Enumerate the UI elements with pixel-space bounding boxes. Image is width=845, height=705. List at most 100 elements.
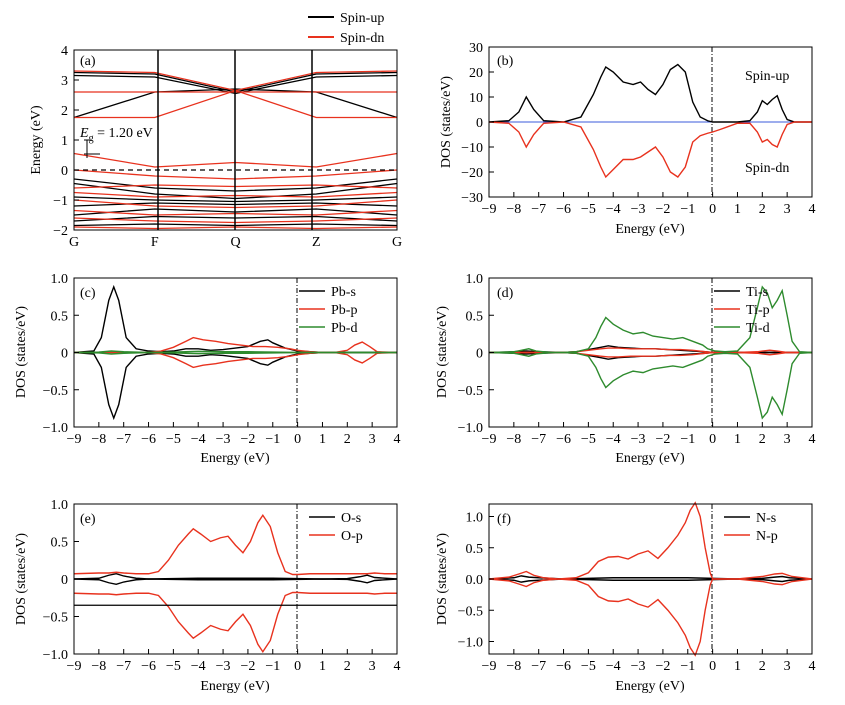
panel-f-curves <box>488 501 813 657</box>
d-ytick-label-2: 0 <box>476 347 483 362</box>
f-xtick-label-11: 2 <box>759 659 766 674</box>
kpoint-label-3: Z <box>312 235 321 250</box>
bandgap-label: Eg = 1.20 eV <box>79 126 153 144</box>
series-c-pb-p-down <box>74 351 398 369</box>
d-xtick-label-12: 3 <box>784 432 791 447</box>
panel-d: (d) Ti-s Ti-p Ti-d DOS (states/eV) Energy … <box>435 272 816 466</box>
panel-b-spin-dn-label: Spin-dn <box>745 161 789 176</box>
b-xtick-label-8: −1 <box>680 202 695 217</box>
panel-b-curves <box>488 63 812 179</box>
f-xtick-label-7: −2 <box>655 659 670 674</box>
panel-a-label: (a) <box>80 54 96 69</box>
b-ytick-label-3: 0 <box>476 116 483 131</box>
series-f-n-s-down <box>488 578 813 583</box>
top-legend: Spin-up Spin-dn <box>308 11 384 46</box>
series-d-ti-d-down <box>488 351 813 420</box>
panel-c-label: (c) <box>80 286 96 301</box>
c-xtick-label-1: −8 <box>91 432 106 447</box>
panel-a-ylabel: Energy (eV) <box>29 105 44 175</box>
d-xtick-label-7: −2 <box>655 432 670 447</box>
a-ytick-label-6: 4 <box>61 44 68 59</box>
c-xtick-label-12: 3 <box>369 432 376 447</box>
legend-label-spin-dn: Spin-dn <box>340 31 384 46</box>
series-f-n-s-up <box>488 575 813 580</box>
panel-d-xlabel: Energy (eV) <box>615 451 685 466</box>
d-xtick-label-0: −9 <box>482 432 497 447</box>
b-ytick-label-5: 20 <box>469 66 483 81</box>
e-xtick-label-7: −2 <box>240 659 255 674</box>
b-ytick-label-4: 10 <box>469 91 483 106</box>
panel-e-ylabel: DOS (states/eV) <box>14 533 29 625</box>
b-xtick-label-1: −8 <box>506 202 521 217</box>
f-xtick-label-3: −6 <box>556 659 571 674</box>
f-xtick-label-10: 1 <box>734 659 741 674</box>
panel-d-ylabel: DOS (states/eV) <box>435 306 450 398</box>
e-xtick-label-10: 1 <box>319 659 326 674</box>
b-ytick-label-1: −20 <box>461 166 483 181</box>
b-xtick-label-7: −2 <box>655 202 670 217</box>
f-xtick-label-12: 3 <box>784 659 791 674</box>
kpoint-label-2: Q <box>230 235 240 250</box>
panel-e-xlabel: Energy (eV) <box>200 679 270 694</box>
f-xtick-label-9: 0 <box>709 659 716 674</box>
a-ytick-label-2: 0 <box>61 164 68 179</box>
panel-f-legend: N-s N-p <box>724 511 778 544</box>
panel-b-spin-up-label: Spin-up <box>745 69 789 84</box>
legend-label-d-1: Ti-p <box>746 303 770 318</box>
panel-c-xlabel: Energy (eV) <box>200 451 270 466</box>
e-xtick-label-6: −3 <box>216 659 231 674</box>
b-xtick-label-10: 1 <box>734 202 741 217</box>
series-c-pb-p-up <box>74 336 398 354</box>
b-xtick-label-6: −3 <box>631 202 646 217</box>
a-ytick-label-0: −2 <box>53 224 68 239</box>
legend-label-d-2: Ti-d <box>746 321 770 336</box>
c-ytick-label-0: −1.0 <box>43 421 68 436</box>
a-ytick-label-1: −1 <box>53 194 68 209</box>
legend-label-e-0: O-s <box>341 511 361 526</box>
d-xtick-label-10: 1 <box>734 432 741 447</box>
d-xtick-label-6: −3 <box>631 432 646 447</box>
f-ytick-label-0: −1.0 <box>458 636 483 651</box>
e-ytick-label-4: 1.0 <box>51 498 69 513</box>
d-ytick-label-0: −1.0 <box>458 421 483 436</box>
bandgap-value: = 1.20 eV <box>94 126 153 141</box>
b-xtick-label-4: −5 <box>581 202 596 217</box>
legend-label-f-1: N-p <box>756 529 778 544</box>
panel-a: (a) Energy (eV) Eg = 1.20 eV G F Q Z G−2−101… <box>29 44 402 250</box>
panel-b-label: (b) <box>497 54 514 69</box>
d-xtick-label-13: 4 <box>809 432 816 447</box>
c-xtick-label-3: −6 <box>141 432 156 447</box>
e-xtick-label-12: 3 <box>369 659 376 674</box>
legend-label-d-0: Ti-s <box>746 285 768 300</box>
e-ytick-label-3: 0.5 <box>51 536 69 551</box>
a-ytick-label-4: 2 <box>61 104 68 119</box>
f-xtick-label-13: 4 <box>809 659 816 674</box>
d-xtick-label-3: −6 <box>556 432 571 447</box>
e-xtick-label-5: −4 <box>191 659 206 674</box>
d-xtick-label-9: 0 <box>709 432 716 447</box>
legend-label-c-1: Pb-p <box>331 303 357 318</box>
f-xtick-label-4: −5 <box>581 659 596 674</box>
b-ytick-label-6: 30 <box>469 41 483 56</box>
kpoint-label-0: G <box>69 235 79 250</box>
series-f-n-p-up <box>488 501 813 580</box>
legend-label-spin-up: Spin-up <box>340 11 384 26</box>
b-xtick-label-2: −7 <box>531 202 546 217</box>
f-xtick-label-2: −7 <box>531 659 546 674</box>
panel-e-label: (e) <box>80 512 96 527</box>
b-ytick-label-2: −10 <box>461 141 483 156</box>
c-xtick-label-9: 0 <box>294 432 301 447</box>
f-xtick-label-6: −3 <box>631 659 646 674</box>
c-xtick-label-4: −5 <box>166 432 181 447</box>
panel-c-curves <box>73 284 398 421</box>
c-xtick-label-5: −4 <box>191 432 206 447</box>
f-ytick-label-2: 0.0 <box>466 573 484 588</box>
bandgap-subscript: g <box>89 133 94 144</box>
panel-b: (b) Spin-up Spin-dn DOS (states/eV) Ener… <box>439 41 816 237</box>
f-xtick-label-1: −8 <box>506 659 521 674</box>
c-ytick-label-3: 0.5 <box>51 309 69 324</box>
f-xtick-label-8: −1 <box>680 659 695 674</box>
f-xtick-label-5: −4 <box>606 659 621 674</box>
series-c-pb-s-down <box>73 351 397 421</box>
d-xtick-label-8: −1 <box>680 432 695 447</box>
